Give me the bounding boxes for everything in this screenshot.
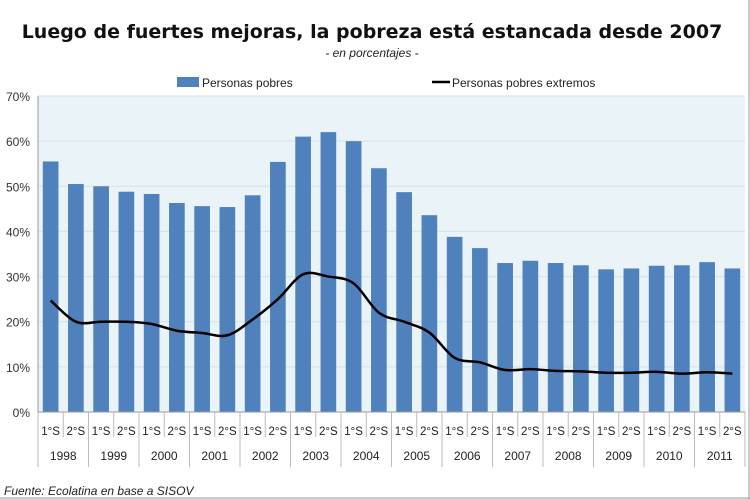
bar xyxy=(598,269,614,412)
y-tick-label: 20% xyxy=(6,316,30,330)
x-year-label: 2002 xyxy=(252,449,279,463)
legend-label-line: Personas pobres extremos xyxy=(452,76,595,90)
x-semester-label: 1°S xyxy=(344,426,363,438)
bar xyxy=(371,168,387,412)
bar xyxy=(648,265,665,412)
bar xyxy=(118,191,135,412)
y-tick-label: 50% xyxy=(6,180,30,194)
x-semester-label: 2°S xyxy=(471,426,490,438)
source-note: Fuente: Ecolatina en base a SISOV xyxy=(4,484,194,498)
bar xyxy=(724,268,741,412)
bar xyxy=(93,186,109,412)
x-semester-label: 1°S xyxy=(445,426,464,438)
x-semester-label: 1°S xyxy=(597,426,616,438)
bar xyxy=(674,265,690,412)
x-semester-label: 1°S xyxy=(496,426,515,438)
x-semester-label: 2°S xyxy=(673,426,692,438)
bar xyxy=(522,260,539,412)
y-tick-label: 60% xyxy=(6,135,30,149)
bar xyxy=(169,202,185,412)
x-year-label: 2000 xyxy=(151,449,178,463)
bar xyxy=(143,193,160,412)
bar xyxy=(623,268,640,412)
x-semester-label: 1°S xyxy=(243,426,262,438)
x-year-label: 2005 xyxy=(403,449,430,463)
x-semester-label: 2°S xyxy=(723,426,742,438)
bar xyxy=(547,263,564,412)
x-semester-label: 2°S xyxy=(572,426,591,438)
x-semester-label: 2°S xyxy=(622,426,641,438)
x-year-label: 1999 xyxy=(100,449,127,463)
x-year-label: 2010 xyxy=(656,449,683,463)
bar xyxy=(699,262,715,412)
bar xyxy=(194,206,210,412)
x-year-label: 2007 xyxy=(504,449,531,463)
bar xyxy=(244,195,261,412)
bar xyxy=(270,161,286,412)
x-year-label: 2008 xyxy=(555,449,582,463)
bar xyxy=(219,207,236,412)
x-semester-label: 1°S xyxy=(41,426,60,438)
x-semester-label: 1°S xyxy=(647,426,666,438)
y-tick-label: 30% xyxy=(6,271,30,285)
bar xyxy=(396,192,412,412)
x-semester-label: 1°S xyxy=(92,426,111,438)
legend-swatch-bar xyxy=(177,77,199,87)
x-semester-label: 2°S xyxy=(67,426,86,438)
x-semester-label: 1°S xyxy=(698,426,717,438)
x-semester-label: 1°S xyxy=(294,426,313,438)
y-tick-label: 10% xyxy=(6,361,30,375)
y-tick-label: 70% xyxy=(6,90,30,104)
x-semester-label: 1°S xyxy=(546,426,565,438)
y-tick-label: 40% xyxy=(6,225,30,239)
chart-title: Luego de fuertes mejoras, la pobreza est… xyxy=(22,21,723,43)
x-semester-label: 1°S xyxy=(395,426,414,438)
x-semester-label: 2°S xyxy=(168,426,187,438)
bar xyxy=(320,132,337,412)
x-semester-label: 1°S xyxy=(193,426,212,438)
bar xyxy=(345,141,362,412)
x-year-label: 2006 xyxy=(454,449,481,463)
bar xyxy=(42,161,59,412)
y-tick-label: 0% xyxy=(13,406,31,420)
x-semester-label: 2°S xyxy=(521,426,540,438)
bar xyxy=(472,248,488,412)
x-semester-label: 2°S xyxy=(117,426,136,438)
legend-label-bar: Personas pobres xyxy=(202,76,293,90)
x-year-label: 1998 xyxy=(50,449,77,463)
x-semester-label: 2°S xyxy=(370,426,389,438)
x-year-label: 2004 xyxy=(353,449,380,463)
x-year-label: 2001 xyxy=(201,449,228,463)
x-semester-label: 2°S xyxy=(319,426,338,438)
bar xyxy=(421,215,438,412)
bar xyxy=(497,263,513,412)
x-semester-label: 2°S xyxy=(269,426,288,438)
x-year-label: 2011 xyxy=(707,449,733,463)
x-year-label: 2003 xyxy=(302,449,329,463)
legend: Personas pobres Personas pobres extremos xyxy=(177,76,595,90)
x-semester-label: 2°S xyxy=(420,426,439,438)
series-line-personas-pobres-extremos xyxy=(49,271,733,375)
chart-subtitle: - en porcentajes - xyxy=(325,46,418,60)
x-year-label: 2009 xyxy=(605,449,632,463)
bar xyxy=(446,236,463,412)
x-semester-label: 2°S xyxy=(218,426,237,438)
x-semester-label: 1°S xyxy=(142,426,161,438)
bar xyxy=(573,265,589,412)
bar xyxy=(68,184,84,412)
